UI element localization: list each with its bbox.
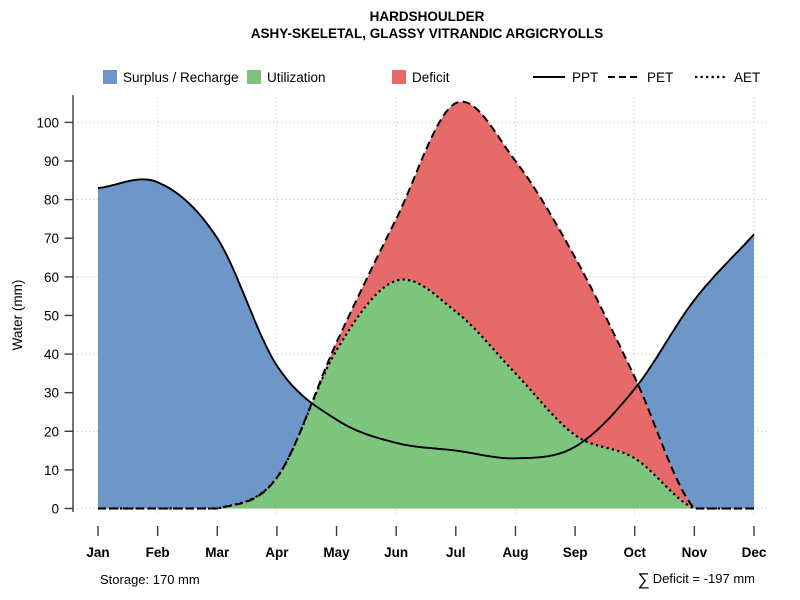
chart-title: HARDSHOULDER [369,9,485,24]
storage-annotation: Storage: 170 mm [100,572,200,587]
x-tick-label: Sep [563,545,588,560]
legend-item-utilization: Utilization [247,69,326,85]
x-tick-label: Dec [742,545,767,560]
pet-line-sample-icon [608,76,640,78]
y-tick-label: 20 [44,424,59,439]
y-tick-label: 0 [51,502,59,517]
y-tick-label: 80 [44,193,59,208]
utilization-area [98,279,754,509]
legend-label-utilization: Utilization [267,69,326,85]
utilization-swatch [247,70,261,84]
legend-label-pet: PET [647,69,674,85]
y-tick-label: 60 [44,270,59,285]
legend-item-ppt: PPT [532,69,598,85]
ppt-line-sample-icon [533,76,565,78]
pet-line [98,100,754,510]
sigma-icon: ∑ [637,570,650,589]
x-tick-label: Feb [146,545,170,560]
x-tick-label: Oct [623,545,646,560]
x-tick-label: Jun [384,545,408,560]
deficit-area [98,101,754,509]
y-tick-label: 40 [44,347,59,362]
deficit-sum-text: Deficit = -197 mm [652,571,755,586]
y-tick-label: 10 [44,463,59,478]
ppt-line [97,178,755,460]
y-tick-label: 90 [44,154,59,169]
surplus-area [98,179,312,509]
y-axis-title: Water (mm) [10,280,25,351]
legend-item-surplus: Surplus / Recharge [103,69,239,85]
x-tick-label: Jan [86,545,109,560]
surplus-area [639,234,754,509]
legend-label-deficit: Deficit [412,69,450,85]
legend-item-aet: AET [694,69,760,85]
y-tick-label: 70 [44,231,59,246]
x-tick-label: Nov [682,545,708,560]
surplus-swatch [103,70,117,84]
deficit-swatch [392,70,406,84]
chart-subtitle: ASHY-SKELETAL, GLASSY VITRANDIC ARGICRYO… [250,26,604,41]
legend-label-surplus: Surplus / Recharge [123,69,239,85]
legend-item-deficit: Deficit [392,69,450,85]
legend-item-pet: PET [607,69,673,85]
x-tick-label: Aug [502,545,528,560]
title-block: HARDSHOULDER ASHY-SKELETAL, GLASSY VITRA… [86,8,768,42]
y-tick-label: 100 [36,115,59,130]
x-tick-label: Jul [446,545,466,560]
x-tick-label: May [323,545,350,560]
y-tick-label: 50 [44,308,59,323]
legend-label-ppt: PPT [572,69,599,85]
deficit-sum-annotation: ∑ Deficit = -197 mm [638,570,755,590]
x-tick-label: Apr [265,545,289,560]
y-tick-label: 30 [44,386,59,401]
x-tick-label: Mar [205,545,230,560]
legend-label-aet: AET [734,69,761,85]
